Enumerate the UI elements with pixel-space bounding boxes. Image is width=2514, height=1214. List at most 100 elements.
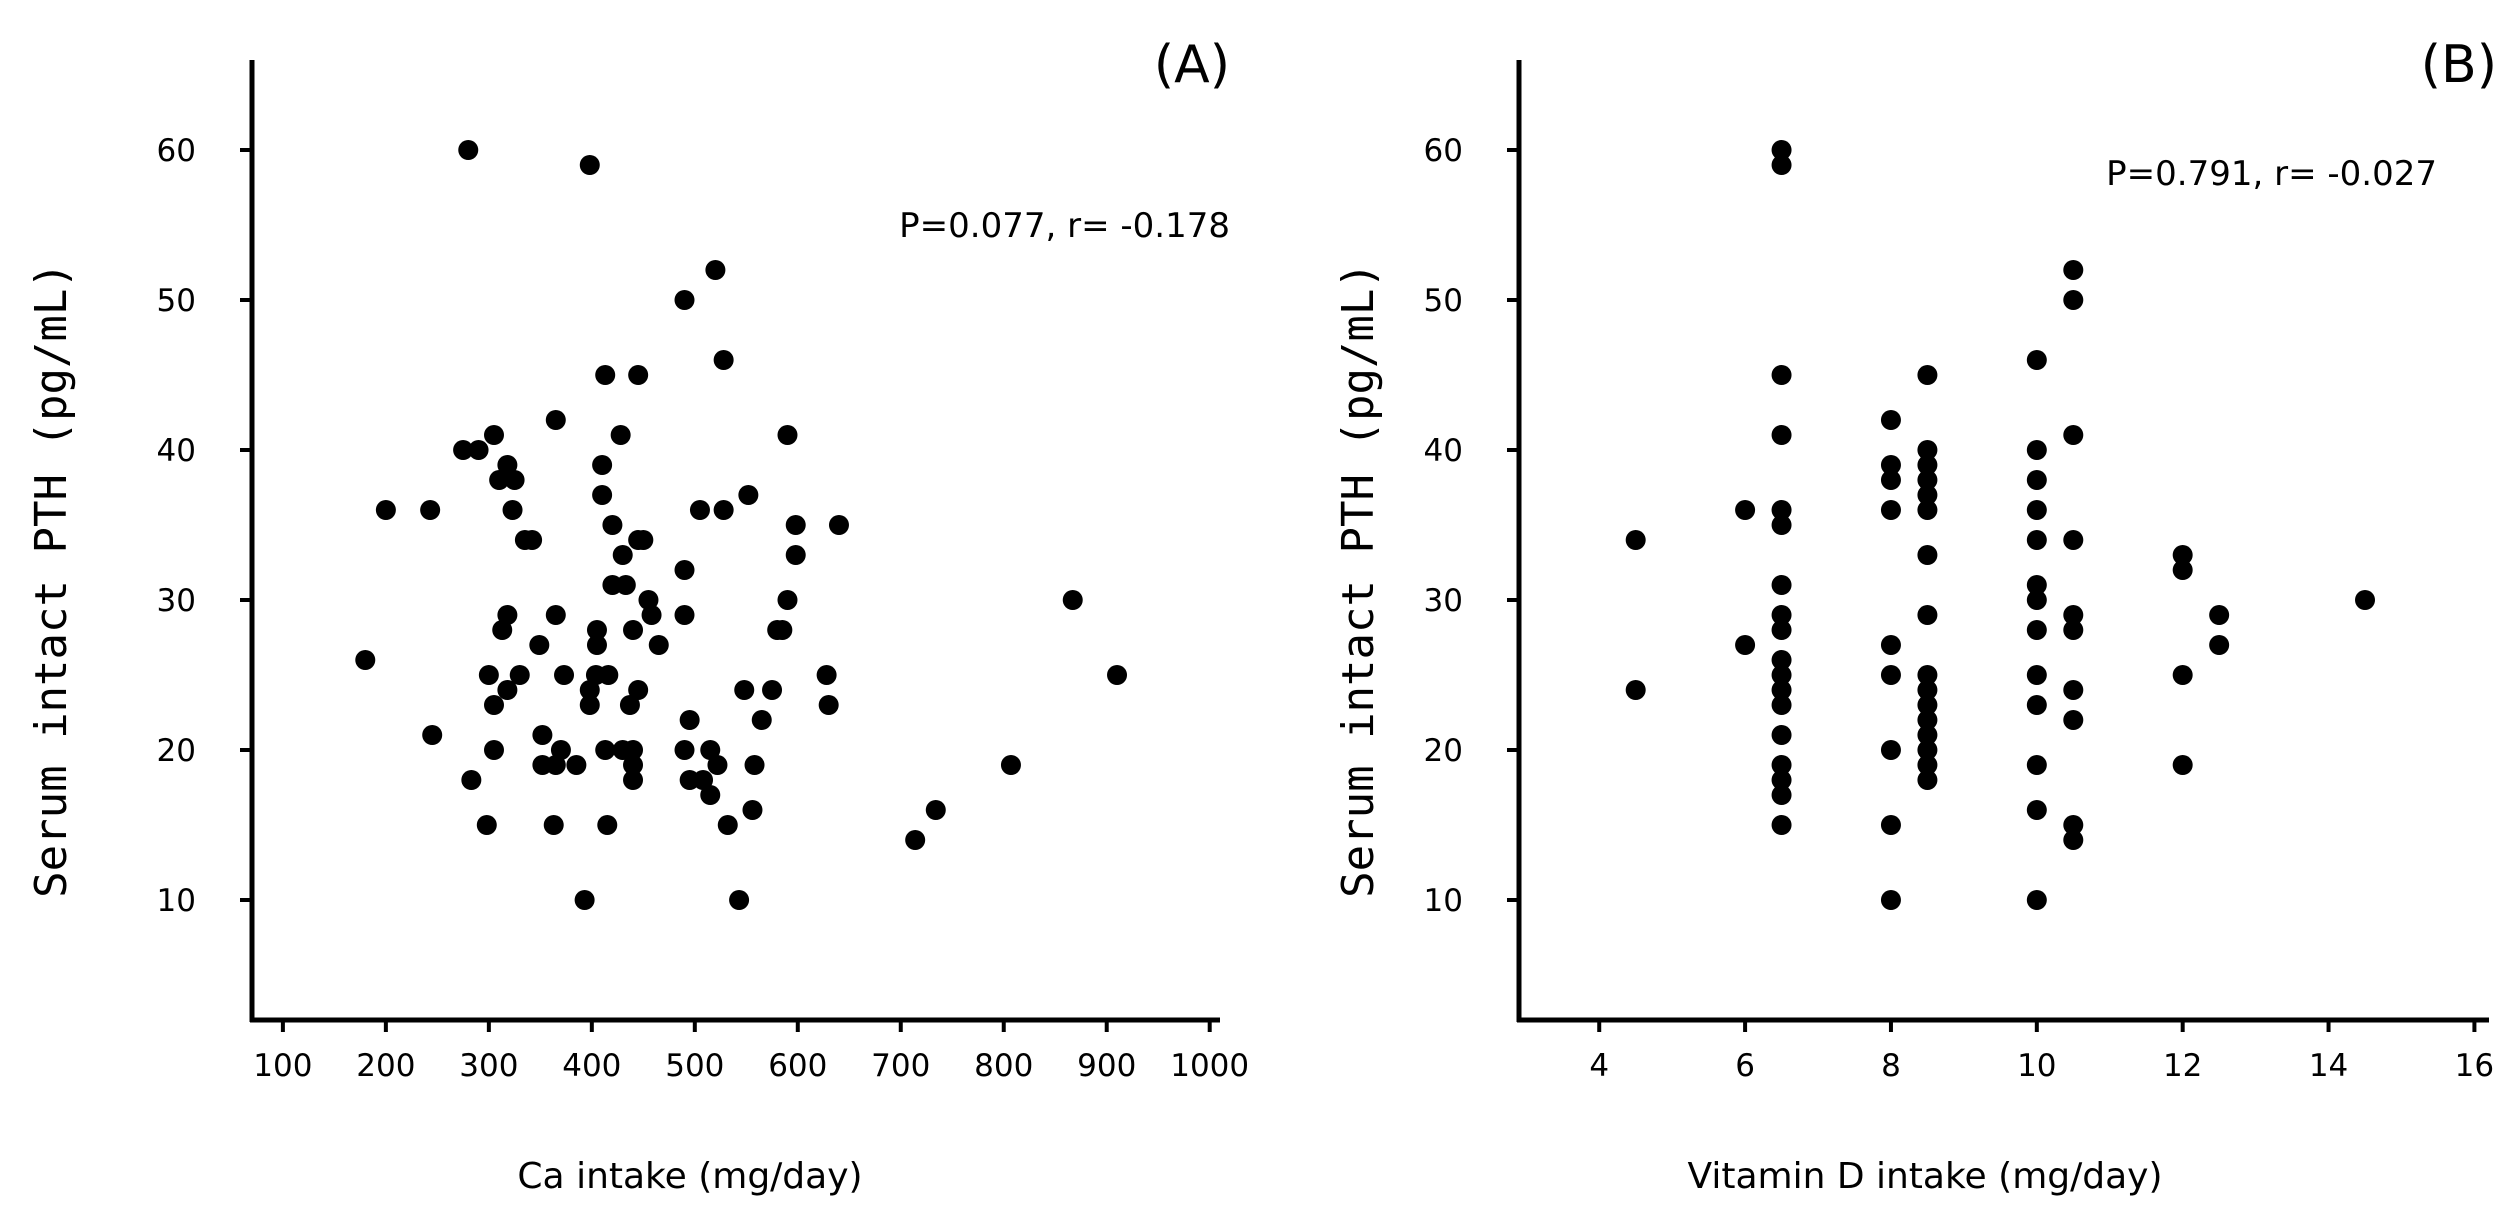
panel-b-data-point: [1917, 725, 1938, 745]
panel-a-data-point: [638, 590, 659, 610]
panel-a-data-point: [586, 620, 607, 640]
panel-a-data-point: [619, 695, 640, 715]
panel-b-data-point: [2026, 695, 2047, 715]
panel-b-data-point: [1917, 485, 1938, 505]
panel-b-xlabel: Vitamin D intake (mg/day): [1687, 1156, 2162, 1197]
panel-a-annotation: P=0.077, r= -0.178: [899, 206, 1230, 246]
panel-b-y-tick-label: 10: [1424, 883, 1463, 919]
panel-a-x-ticks: 100 200 300 400 500 600 700 800 900 1000: [253, 1020, 1249, 1084]
panel-a-data-point: [509, 665, 530, 685]
panel-a-x-tick-label: 400: [562, 1048, 621, 1084]
panel-a-y-tick-label: 10: [157, 883, 196, 919]
panel-b-data-point: [1917, 665, 1938, 685]
panel-a-xlabel: Ca intake (mg/day): [517, 1156, 862, 1197]
panel-a-data-point: [502, 500, 523, 520]
panel-a-data-point: [905, 830, 926, 850]
panel-b-y-tick-label: 30: [1424, 583, 1463, 619]
panel-b-data-point: [1880, 470, 1901, 490]
panel-b-data-point: [2355, 590, 2376, 610]
panel-b-data-point: [1917, 365, 1938, 385]
panel-a-y-tick-label: 40: [157, 433, 196, 469]
panel-a-data-point: [713, 500, 734, 520]
panel-b-data-point: [1880, 890, 1901, 910]
panel-a-data-point: [592, 485, 613, 505]
panel-a-data-point: [700, 740, 721, 760]
panel-a-data-point: [828, 515, 849, 535]
panel-a-data-point: [543, 815, 564, 835]
panel-a-x-tick-label: 800: [974, 1048, 1033, 1084]
panel-a-ylabel: Serum intact PTH (pg/mL): [26, 262, 77, 898]
panel-b-data-point: [1771, 605, 1792, 625]
panel-b-data-point: [2026, 590, 2047, 610]
panel-a-data-point: [689, 500, 710, 520]
panel-b-data-point: [1917, 545, 1938, 565]
panel-a-data-point: [623, 770, 644, 790]
panel-a-data-point: [602, 515, 623, 535]
panel-a-data-point: [461, 770, 482, 790]
panel-a-data-point: [729, 890, 750, 910]
panel-a-data-point: [777, 425, 798, 445]
panel-b-data-point: [1771, 770, 1792, 790]
panel-a-data-point: [623, 620, 644, 640]
panel-a-data-point: [497, 680, 518, 700]
panel-b-data-point: [2172, 755, 2193, 775]
panel-b-y-ticks: 10 20 30 40 50 60: [1424, 133, 1519, 919]
panel-a-data-point: [816, 665, 837, 685]
panel-b-data-point: [1917, 605, 1938, 625]
panel-a-data-point: [633, 530, 654, 550]
panel-b-data-point: [2209, 605, 2230, 625]
panel-a-y-tick-label: 30: [157, 583, 196, 619]
panel-a-data-point: [734, 680, 755, 700]
panel-b-data-point: [2063, 425, 2084, 445]
panel-a-data-point: [566, 755, 587, 775]
panel-a-data-point: [612, 545, 633, 565]
panel-b-data-point: [1917, 740, 1938, 760]
panel-a-data-point: [586, 635, 607, 655]
panel-a-data-point: [592, 455, 613, 475]
panel-a-data-point: [818, 695, 839, 715]
panel-a-data-point: [422, 725, 443, 745]
panel-a-data-point: [375, 500, 396, 520]
panel-a-data-point: [1062, 590, 1083, 610]
panel-b-data-point: [2026, 500, 2047, 520]
panel-b-data-point: [2063, 830, 2084, 850]
panel-b-x-tick-label: 6: [1735, 1048, 1755, 1084]
panel-a-data-point: [628, 680, 649, 700]
panel-a-data-point: [610, 425, 631, 445]
panel-b-data-point: [1880, 500, 1901, 520]
panel-a-data-point: [925, 800, 946, 820]
panel-a-data-point: [574, 890, 595, 910]
panel-b-y-tick-label: 20: [1424, 733, 1463, 769]
panel-b-data-point: [2026, 755, 2047, 775]
panel-a-y-tick-label: 60: [157, 133, 196, 169]
panel-b-data-point: [1771, 140, 1792, 160]
panel-a-data-point: [595, 365, 616, 385]
panel-b-data-point: [1771, 500, 1792, 520]
panel-b-data-point: [1880, 455, 1901, 475]
panel-b-data-point: [2063, 815, 2084, 835]
panel-a-data-point: [1107, 665, 1128, 685]
panel-a-data-point: [713, 350, 734, 370]
panel-b-data-point: [2026, 440, 2047, 460]
panel-b-x-ticks: 4 6 8 10 12 14 16: [1589, 1020, 2494, 1084]
panel-a-label: (A): [1154, 35, 1230, 95]
panel-a-scatter: (A) P=0.077, r= -0.178 Serum intact PTH …: [26, 35, 1249, 1197]
panel-a-data-point: [478, 665, 499, 685]
panel-b-data-point: [2026, 470, 2047, 490]
panel-a-data-point: [522, 530, 543, 550]
panel-b-y-tick-label: 40: [1424, 433, 1463, 469]
panel-a-data-point: [674, 560, 695, 580]
panel-a-data-point: [458, 140, 479, 160]
panel-a-data-point: [674, 740, 695, 760]
panel-a-data-point: [738, 485, 759, 505]
panel-b-data-point: [1917, 710, 1938, 730]
panel-a-x-tick-label: 1000: [1170, 1048, 1249, 1084]
panel-a-data-point: [579, 695, 600, 715]
panel-b-y-tick-label: 60: [1424, 133, 1463, 169]
panel-b-x-tick-label: 12: [2163, 1048, 2202, 1084]
panel-b-ylabel: Serum intact PTH (pg/mL): [1333, 262, 1384, 898]
panel-b-data-point: [1735, 635, 1756, 655]
panel-a-data-point: [628, 365, 649, 385]
panel-b-data-point: [2026, 350, 2047, 370]
